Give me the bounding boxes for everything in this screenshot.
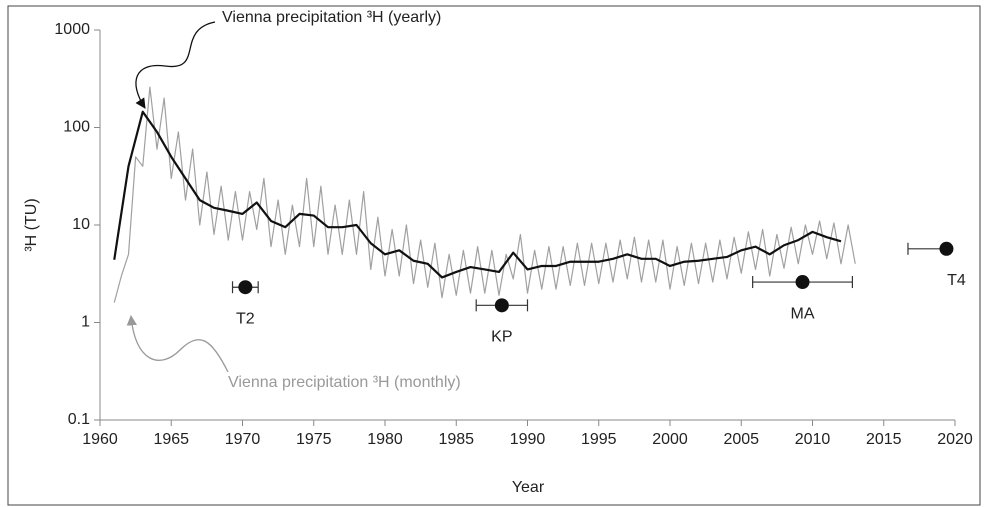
x-tick-label: 1975 [296, 431, 332, 448]
yearly-arrow [135, 21, 216, 109]
y-axis-label: ³H (TU) [23, 198, 40, 251]
x-tick-label: 2010 [795, 431, 831, 448]
x-tick-label: 1965 [153, 431, 189, 448]
x-tick-label: 1980 [367, 431, 403, 448]
point [494, 298, 509, 313]
x-tick-label: 2015 [866, 431, 902, 448]
y-tick-label: 1 [81, 314, 90, 331]
x-tick-label: 1985 [438, 431, 474, 448]
series-line [113, 110, 842, 279]
x-tick-label: 2020 [937, 431, 973, 448]
y-tick-label: 100 [63, 119, 90, 136]
x-tick-label: 1970 [225, 431, 261, 448]
monthly-annotation: Vienna precipitation ³H (monthly) [228, 374, 461, 391]
y-tick-label: 1000 [54, 21, 90, 38]
yearly-annotation: Vienna precipitation ³H (yearly) [222, 9, 441, 26]
x-tick-label: 1960 [82, 431, 118, 448]
point [795, 275, 810, 290]
frame [7, 5, 981, 506]
point-label: MA [791, 305, 815, 322]
point [939, 241, 954, 256]
y-tick-label: 0.1 [68, 411, 90, 428]
series-line [113, 86, 856, 303]
x-tick-label: 1990 [510, 431, 546, 448]
monthly-arrow [126, 314, 229, 373]
point-label: T2 [236, 310, 255, 327]
point-label: T4 [947, 272, 966, 289]
point [238, 280, 253, 295]
x-tick-label: 2005 [723, 431, 759, 448]
x-tick-label: 1995 [581, 431, 617, 448]
x-tick-label: 2000 [652, 431, 688, 448]
point-label: KP [491, 329, 512, 346]
x-axis-label: Year [512, 479, 545, 496]
y-tick-label: 10 [72, 216, 90, 233]
